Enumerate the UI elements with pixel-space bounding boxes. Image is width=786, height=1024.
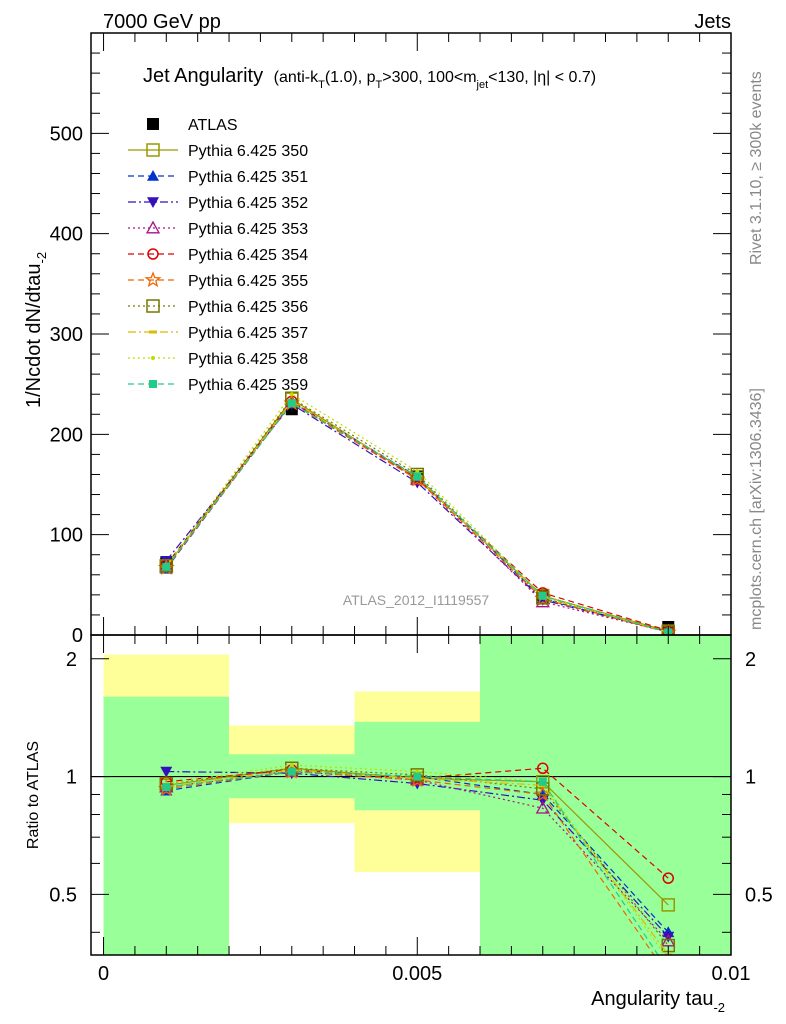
legend-label: Pythia 6.425 351 bbox=[188, 169, 308, 186]
ratio-y-tick-label: 0.5 bbox=[49, 884, 77, 906]
ratio-point bbox=[662, 872, 675, 884]
ratio-line-3 bbox=[166, 770, 669, 942]
ratio-y-tick-label: 1 bbox=[66, 767, 77, 789]
ratio-point bbox=[535, 800, 550, 814]
ratio-point bbox=[664, 966, 672, 974]
green-uncertainty-band bbox=[354, 721, 481, 811]
legend-marker bbox=[147, 170, 159, 181]
legend-marker bbox=[149, 380, 157, 388]
legend: ATLAS Pythia 6.425 350 Pythia 6.425 351 Pyt… bbox=[128, 117, 308, 394]
ratio-point bbox=[413, 772, 422, 781]
x-tick-label: 0.005 bbox=[392, 963, 442, 985]
legend-label: Pythia 6.425 350 bbox=[188, 143, 308, 160]
legend-label: Pythia 6.425 357 bbox=[188, 325, 308, 342]
ratio-point bbox=[666, 958, 670, 962]
ratio-point bbox=[415, 769, 420, 774]
legend-marker bbox=[149, 330, 157, 334]
y-axis-title-ratio: Ratio to ATLAS bbox=[25, 741, 42, 849]
legend-marker bbox=[147, 118, 159, 130]
ratio-y-tick-label-right: 2 bbox=[745, 649, 756, 671]
legend-marker bbox=[147, 197, 159, 208]
legend-label: Pythia 6.425 355 bbox=[188, 273, 308, 290]
analysis-watermark: ATLAS_2012_I1119557 bbox=[343, 592, 490, 608]
chart-title: Jet Angularity (anti-kT(1.0), pT>300, 10… bbox=[143, 65, 596, 91]
legend-label: Pythia 6.425 354 bbox=[188, 247, 308, 264]
ratio-series-lines bbox=[157, 761, 676, 982]
legend-label: ATLAS bbox=[188, 117, 238, 134]
data-point bbox=[287, 399, 296, 408]
chart-title-detail: (anti-kT(1.0), pT>300, 100<mjet<130, |η|… bbox=[274, 69, 596, 91]
legend-marker bbox=[146, 299, 160, 313]
y-tick-label: 400 bbox=[50, 224, 83, 246]
data-point bbox=[661, 625, 676, 635]
ratio-point bbox=[538, 777, 547, 786]
y-tick-label: 200 bbox=[50, 424, 83, 446]
x-axis-title: Angularity tau-2 bbox=[591, 988, 725, 1015]
main-plot-frame bbox=[90, 32, 732, 636]
y-tick-label: 100 bbox=[50, 525, 83, 547]
legend-marker bbox=[146, 143, 160, 157]
ratio-point bbox=[410, 768, 425, 782]
ratio-point bbox=[289, 763, 294, 768]
y-axis-title-main: 1/Ncdot dN/dtau-2 bbox=[23, 252, 49, 408]
ratio-line-8 bbox=[166, 764, 666, 955]
legend-label: Pythia 6.425 352 bbox=[188, 195, 308, 212]
legend-marker bbox=[151, 356, 155, 360]
legend-marker bbox=[147, 248, 159, 260]
y-tick-label: 500 bbox=[50, 123, 83, 145]
header-energy-label: 7000 GeV pp bbox=[103, 11, 221, 33]
legend-label: Pythia 6.425 356 bbox=[188, 299, 308, 316]
x-tick-label: 0.01 bbox=[712, 963, 751, 985]
data-point bbox=[159, 559, 174, 573]
ratio-point bbox=[661, 898, 676, 912]
ratio-axes: 0.5 0.5 1 1 2 2 0 0.005 0.01 bbox=[49, 635, 773, 985]
green-uncertainty-band bbox=[605, 635, 731, 955]
rivet-version-label: Rivet 3.1.10, ≥ 300k events bbox=[748, 71, 765, 265]
legend-label: Pythia 6.425 358 bbox=[188, 351, 308, 368]
ratio-y-tick-label-right: 0.5 bbox=[745, 884, 773, 906]
ratio-point bbox=[537, 762, 549, 775]
header-jets-label: Jets bbox=[694, 11, 731, 33]
ratio-plot-frame bbox=[90, 634, 732, 956]
ratio-y-tick-label-right: 1 bbox=[745, 767, 756, 789]
data-point bbox=[415, 469, 420, 474]
legend-marker bbox=[144, 271, 162, 288]
data-point bbox=[413, 472, 422, 481]
series-line-9 bbox=[165, 393, 669, 633]
data-point bbox=[289, 392, 294, 397]
ratio-point bbox=[662, 931, 675, 943]
ratio-point bbox=[287, 767, 296, 776]
ratio-point bbox=[160, 766, 173, 778]
data-point bbox=[538, 591, 547, 600]
data-point bbox=[162, 562, 171, 571]
main-axes: 0 100 200 300 400 500 bbox=[50, 32, 732, 647]
y-tick-label: 300 bbox=[50, 324, 83, 346]
legend-marker bbox=[145, 220, 161, 234]
ratio-point bbox=[662, 969, 675, 982]
ratio-point bbox=[661, 933, 676, 947]
x-tick-label: 0 bbox=[98, 963, 109, 985]
legend-label: Pythia 6.425 359 bbox=[188, 377, 308, 394]
ratio-y-tick-label: 2 bbox=[66, 649, 77, 671]
data-point bbox=[534, 590, 552, 606]
y-tick-label: 0 bbox=[72, 625, 83, 647]
green-uncertainty-band bbox=[103, 696, 230, 955]
data-point bbox=[408, 470, 426, 487]
legend-label: Pythia 6.425 353 bbox=[188, 221, 308, 238]
chart-title-main: Jet Angularity bbox=[143, 65, 263, 87]
mcplots-reference-label: mcplots.cern.ch [arXiv:1306.3436] bbox=[748, 388, 765, 630]
data-point bbox=[157, 559, 175, 575]
ratio-point bbox=[162, 783, 171, 792]
